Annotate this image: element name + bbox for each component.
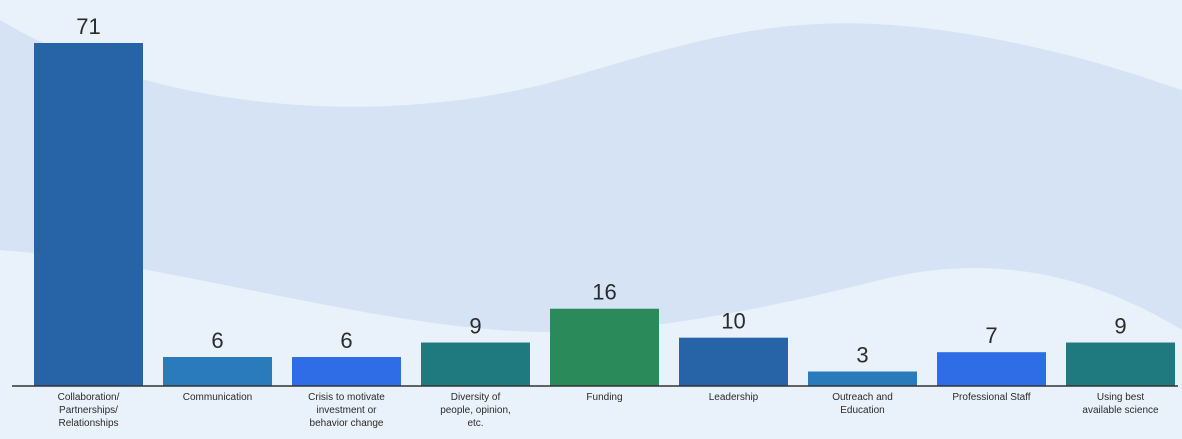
category-label-line: Leadership	[709, 392, 759, 403]
category-label-line: Relationships	[58, 418, 118, 429]
category-label-line: Partnerships/	[59, 405, 118, 416]
bar-6	[808, 371, 917, 386]
category-label-line: Funding	[586, 392, 622, 403]
bar-4	[550, 308, 659, 386]
category-label-0: Collaboration/Partnerships/Relationships	[58, 392, 120, 429]
bar-8	[1066, 342, 1175, 386]
category-label-line: behavior change	[310, 418, 384, 429]
category-label-5: Leadership	[709, 392, 759, 403]
category-label-line: Using best	[1097, 392, 1144, 403]
category-label-2: Crisis to motivate investment or behavior …	[308, 392, 385, 429]
category-label-line: Crisis to motivate	[308, 392, 385, 403]
category-label-line: Communication	[183, 392, 252, 403]
category-label-line: Professional Staff	[952, 392, 1030, 403]
category-labels-group: Collaboration/Partnerships/Relationships…	[58, 392, 1159, 429]
value-label-6: 3	[856, 343, 868, 368]
value-label-1: 6	[211, 328, 223, 353]
bar-0	[34, 43, 143, 386]
bar-1	[163, 357, 272, 386]
category-label-line: Outreach and	[832, 392, 893, 403]
background-wave	[0, 20, 1182, 332]
category-label-6: Outreach and Education	[832, 392, 893, 416]
category-label-7: Professional Staff	[952, 392, 1030, 403]
category-label-line: Collaboration/	[58, 392, 120, 403]
value-label-4: 16	[592, 280, 616, 305]
bar-5	[679, 337, 788, 386]
category-label-line: Diversity of	[451, 392, 501, 403]
value-label-0: 71	[76, 14, 100, 39]
category-label-line: available science	[1082, 405, 1159, 416]
category-label-line: etc.	[467, 418, 483, 429]
category-label-4: Funding	[586, 392, 622, 403]
bars-group	[34, 43, 1175, 386]
category-label-3: Diversity of people, opinion, etc.	[440, 392, 511, 429]
bar-3	[421, 342, 530, 386]
bar-2	[292, 357, 401, 386]
category-label-8: Using best available science	[1082, 392, 1159, 416]
category-label-1: Communication	[183, 392, 252, 403]
value-label-3: 9	[469, 314, 481, 339]
bar-7	[937, 352, 1046, 386]
category-label-line: people, opinion,	[440, 405, 511, 416]
category-label-line: investment or	[316, 405, 377, 416]
value-label-7: 7	[985, 323, 997, 348]
value-labels-group: 71 6 6 9 16 10 3 7 9	[76, 14, 1126, 368]
value-label-5: 10	[721, 309, 745, 334]
value-label-8: 9	[1114, 314, 1126, 339]
category-label-line: Education	[840, 405, 884, 416]
value-label-2: 6	[340, 328, 352, 353]
